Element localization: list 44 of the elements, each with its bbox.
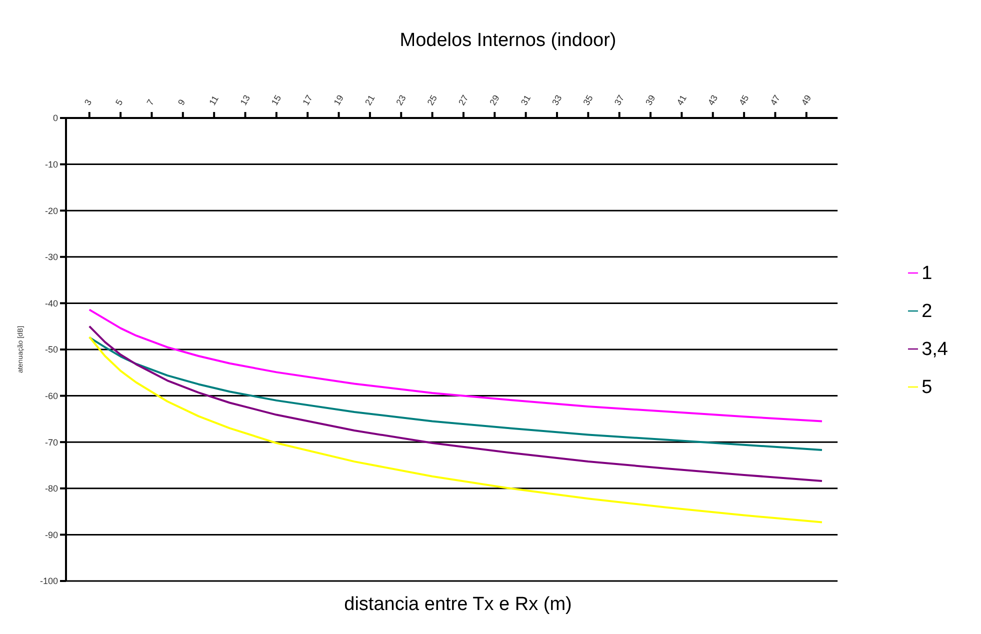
y-tick-label: -50	[44, 344, 58, 355]
x-tick-label: 47	[768, 93, 782, 107]
x-tick-label: 7	[144, 98, 156, 107]
x-tick-label: 3	[82, 98, 94, 107]
line-series	[88, 325, 823, 482]
x-tick-label: 41	[674, 93, 688, 107]
y-tick-label: -40	[44, 298, 58, 308]
x-tick-label: 25	[425, 93, 440, 107]
y-tick-label: -10	[44, 159, 58, 170]
x-tick-label: 33	[550, 93, 564, 107]
x-tick-label: 39	[644, 93, 658, 107]
y-tick-label: -20	[44, 206, 58, 216]
x-tick-label: 9	[176, 98, 188, 107]
line-series	[88, 308, 823, 422]
y-tick-label: -100	[40, 576, 58, 586]
x-tick-label: 27	[456, 93, 470, 107]
y-tick-label: -80	[44, 484, 58, 494]
line-series	[88, 336, 823, 524]
x-tick-label: 31	[518, 93, 533, 107]
x-tick-label: 19	[332, 93, 346, 107]
x-tick-label: 23	[394, 93, 408, 107]
legend-label: 5	[922, 376, 932, 398]
x-tick-label: 5	[114, 98, 125, 107]
y-tick-label: 0	[52, 113, 58, 124]
x-tick-label: 49	[799, 93, 814, 107]
legend-label: 1	[922, 262, 932, 284]
y-tick-label: -70	[44, 437, 58, 448]
y-tick-label: -90	[44, 530, 58, 540]
x-tick-label: 21	[363, 93, 377, 107]
y-tick-label: -30	[44, 252, 58, 262]
x-tick-label: 17	[300, 93, 314, 107]
x-tick-label: 37	[612, 93, 626, 107]
x-axis-title: distancia entre Tx e Rx (m)	[343, 594, 573, 616]
x-tick-label: 29	[488, 93, 502, 107]
x-tick-label: 43	[706, 93, 720, 107]
x-tick-label: 13	[238, 93, 252, 107]
x-tick-label: 11	[207, 94, 220, 107]
x-tick-label: 15	[270, 93, 284, 107]
legend-label: 3,4	[922, 338, 948, 360]
x-tick-label: 45	[737, 93, 751, 107]
x-tick-label: 35	[581, 93, 595, 107]
legend-label: 2	[922, 300, 932, 322]
chart-title: Modelos Internos (indoor)	[398, 30, 618, 52]
y-tick-label: -60	[44, 390, 58, 401]
